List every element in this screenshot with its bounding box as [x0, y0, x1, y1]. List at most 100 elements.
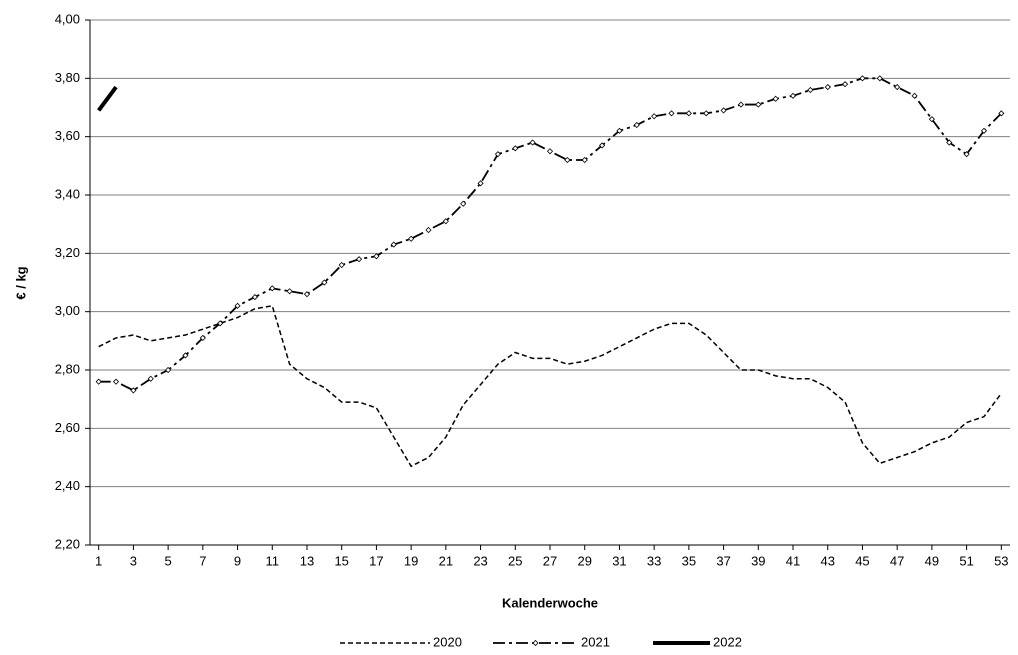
point-marker [755, 101, 762, 108]
point-marker [477, 180, 484, 187]
point-marker [321, 279, 328, 286]
x-tick-label: 21 [439, 553, 453, 568]
point-marker [494, 151, 501, 158]
point-marker [338, 261, 345, 269]
point-marker [112, 378, 120, 385]
point-marker [529, 139, 536, 146]
point-marker [703, 110, 710, 117]
point-marker [720, 107, 727, 114]
point-marker [355, 256, 363, 263]
x-tick-label: 15 [334, 553, 348, 568]
x-tick-label: 47 [890, 553, 904, 568]
x-tick-label: 1 [95, 553, 102, 568]
x-tick-label: 51 [959, 553, 973, 568]
point-marker [842, 81, 849, 88]
legend-marker [532, 639, 539, 647]
point-marker [980, 127, 988, 134]
x-tick-label: 17 [369, 553, 383, 568]
point-marker [165, 366, 172, 374]
point-marker [373, 253, 380, 260]
x-tick-label: 11 [266, 553, 280, 568]
y-tick-label: 3,20 [55, 245, 80, 260]
x-tick-label: 41 [786, 553, 800, 568]
point-marker [651, 113, 658, 120]
point-marker [460, 200, 467, 207]
point-marker [251, 294, 258, 301]
x-tick-label: 33 [647, 553, 661, 568]
point-marker [425, 226, 432, 234]
x-tick-label: 25 [508, 553, 522, 568]
x-tick-label: 53 [994, 553, 1008, 568]
x-tick-label: 9 [234, 553, 241, 568]
series-line [97, 85, 118, 112]
point-marker [616, 127, 623, 134]
point-marker [859, 75, 866, 82]
point-marker [772, 95, 779, 102]
y-tick-label: 3,80 [55, 70, 80, 85]
y-tick-label: 2,80 [55, 361, 80, 376]
point-marker [737, 101, 745, 108]
legend-label: 2022 [713, 634, 742, 649]
point-marker [234, 302, 241, 309]
y-tick-label: 3,60 [55, 128, 80, 143]
point-marker [668, 110, 675, 117]
point-marker [824, 84, 831, 91]
point-marker [217, 320, 224, 327]
y-tick-label: 3,00 [55, 303, 80, 318]
y-tick-label: 3,40 [55, 186, 80, 201]
point-marker [130, 387, 137, 394]
point-marker [946, 139, 953, 146]
point-marker [564, 156, 571, 164]
point-marker [269, 285, 276, 292]
y-axis-label: € / kg [13, 266, 28, 299]
x-tick-label: 45 [855, 553, 869, 568]
legend-label: 2021 [581, 634, 610, 649]
point-marker [303, 291, 311, 298]
x-tick-label: 31 [612, 553, 626, 568]
point-marker [581, 156, 588, 164]
point-marker [390, 241, 397, 248]
point-marker [182, 352, 189, 359]
x-tick-label: 5 [164, 553, 171, 568]
point-marker [512, 145, 519, 152]
x-tick-label: 27 [543, 553, 557, 568]
x-tick-label: 19 [404, 553, 418, 568]
point-marker [998, 110, 1005, 117]
point-marker [633, 121, 640, 129]
point-marker [95, 378, 102, 385]
point-marker [147, 375, 154, 382]
point-marker [546, 148, 554, 155]
y-tick-label: 2,20 [55, 536, 80, 551]
y-tick-label: 2,60 [55, 420, 80, 435]
x-tick-label: 43 [821, 553, 835, 568]
legend-label: 2020 [433, 634, 462, 649]
point-marker [963, 151, 970, 158]
point-marker [408, 235, 415, 242]
series-line [98, 304, 1002, 468]
point-marker [807, 86, 814, 94]
x-tick-label: 3 [130, 553, 137, 568]
point-marker [894, 84, 901, 91]
point-marker [911, 92, 918, 99]
x-tick-label: 23 [473, 553, 487, 568]
x-tick-label: 13 [300, 553, 314, 568]
y-tick-label: 2,40 [55, 478, 80, 493]
point-marker [442, 218, 449, 225]
x-tick-label: 35 [682, 553, 696, 568]
point-marker [928, 116, 935, 123]
point-marker [286, 288, 293, 295]
point-marker [685, 110, 692, 117]
x-tick-label: 7 [199, 553, 206, 568]
x-tick-label: 39 [751, 553, 765, 568]
x-tick-label: 37 [716, 553, 730, 568]
point-marker [876, 75, 883, 82]
point-marker [199, 334, 206, 341]
series-line [98, 77, 1002, 392]
x-axis-label: Kalenderwoche [502, 595, 598, 610]
y-tick-label: 4,00 [55, 11, 80, 26]
x-tick-label: 29 [577, 553, 591, 568]
point-marker [599, 142, 606, 149]
point-marker [789, 92, 797, 99]
x-tick-label: 49 [925, 553, 939, 568]
